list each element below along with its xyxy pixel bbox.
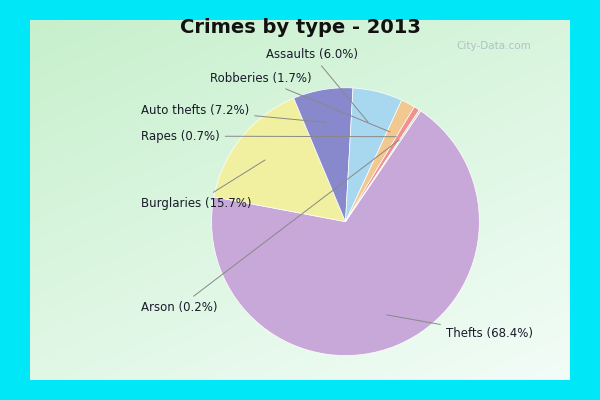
Wedge shape [212,111,479,356]
Text: Robberies (1.7%): Robberies (1.7%) [210,72,390,132]
Text: Thefts (68.4%): Thefts (68.4%) [387,315,533,340]
Wedge shape [346,100,415,222]
Wedge shape [346,88,401,222]
Text: Assaults (6.0%): Assaults (6.0%) [266,48,368,122]
Text: City-Data.com: City-Data.com [456,41,531,51]
Wedge shape [294,88,353,222]
Wedge shape [346,110,421,222]
Wedge shape [214,98,346,222]
Text: Crimes by type - 2013: Crimes by type - 2013 [179,18,421,37]
Text: Arson (0.2%): Arson (0.2%) [141,140,399,314]
Wedge shape [346,107,419,222]
Text: Rapes (0.7%): Rapes (0.7%) [141,130,396,143]
Text: Auto thefts (7.2%): Auto thefts (7.2%) [141,104,326,122]
Text: Burglaries (15.7%): Burglaries (15.7%) [141,160,265,210]
